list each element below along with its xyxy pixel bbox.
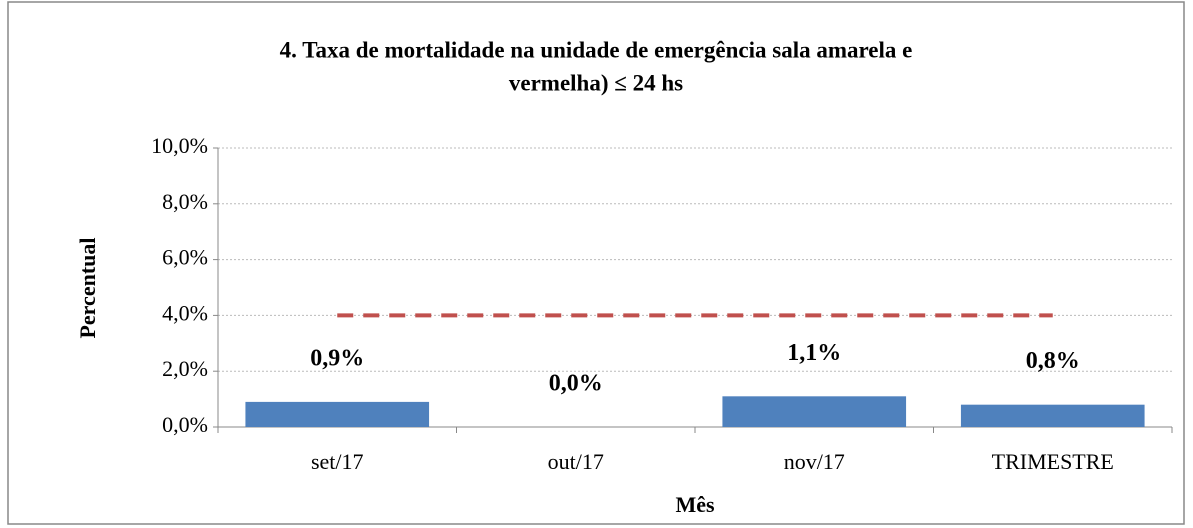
bar [960,404,1145,427]
x-tick-label: TRIMESTRE [992,449,1114,474]
x-tick-label: set/17 [311,449,364,474]
x-axis-label: Mês [675,492,715,517]
data-label: 1,1% [787,340,841,366]
y-tick-label: 2,0% [162,356,208,381]
y-tick-label: 8,0% [162,189,208,214]
y-tick-label: 4,0% [162,300,208,325]
y-axis-label: Percentual [75,237,100,338]
y-tick-label: 0,0% [162,412,208,437]
y-tick-label: 6,0% [162,245,208,270]
chart-title: 4. Taxa de mortalidade na unidade de eme… [280,37,913,62]
data-label: 0,9% [310,345,364,371]
chart-border [7,1,1185,525]
chart-title: vermelha) ≤ 24 hs [509,70,683,95]
y-tick-label: 10,0% [151,133,208,158]
data-label: 0,8% [1026,348,1080,374]
bar [722,396,907,427]
x-tick-label: nov/17 [784,449,845,474]
x-tick-label: out/17 [548,449,604,474]
bar [245,401,430,427]
data-label: 0,0% [549,371,603,397]
